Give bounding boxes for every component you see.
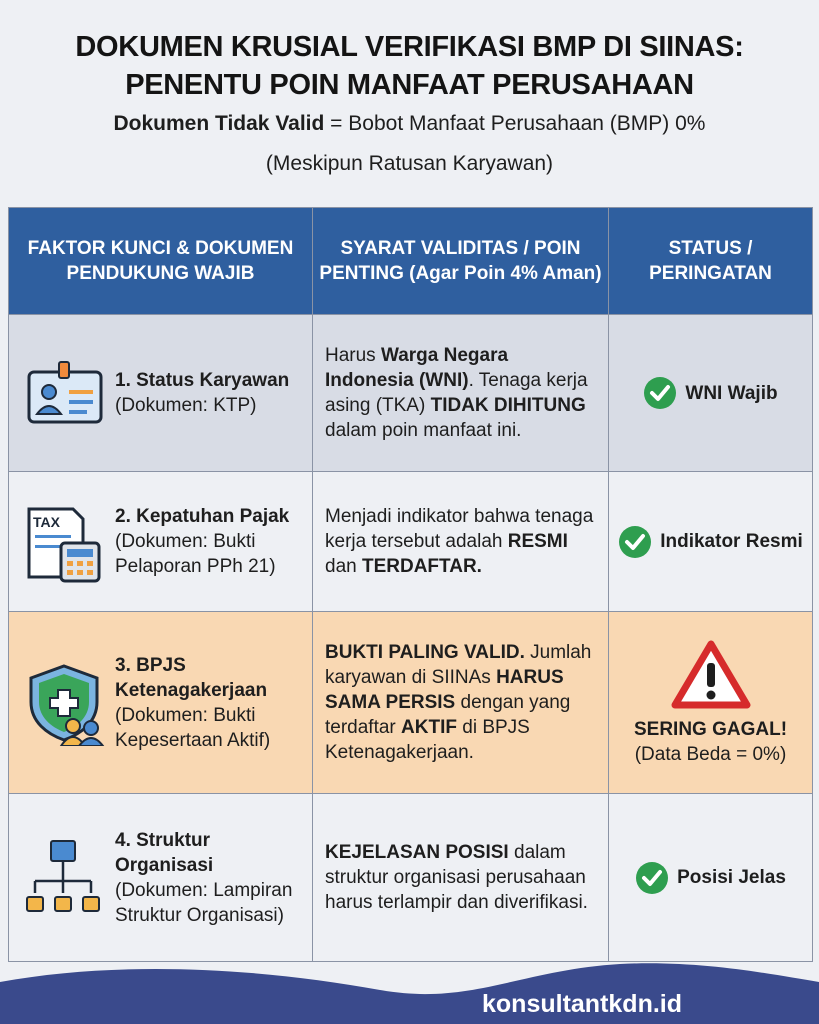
requirement-segment: HARUS SAMA PERSIS bbox=[325, 667, 564, 713]
factor-document: (Dokumen: Bukti Pelaporan PPh 21) bbox=[115, 531, 276, 577]
title-line-2: PENENTU POIN MANFAAT PERUSAHAAN bbox=[125, 69, 694, 101]
requirement-segment: KEJELASAN POSISI bbox=[325, 842, 509, 863]
requirement-segment: TERDAFTAR. bbox=[361, 556, 482, 577]
tax-calculator-icon: TAX bbox=[27, 507, 101, 582]
status-cell: WNI Wajib bbox=[608, 314, 813, 472]
status-label: Posisi Jelas bbox=[677, 867, 786, 888]
status-cell: SERING GAGAL! (Data Beda = 0%) bbox=[608, 611, 813, 794]
requirement-cell: Menjadi indikator bahwa tenaga kerja ter… bbox=[312, 471, 609, 612]
header-requirement: SYARAT VALIDITAS / POIN PENTING (Agar Po… bbox=[312, 207, 609, 315]
requirement-segment: AKTIF bbox=[401, 717, 457, 738]
status-cell: Posisi Jelas bbox=[608, 793, 813, 962]
requirement-cell: BUKTI PALING VALID. Jumlah karyawan di S… bbox=[312, 611, 609, 794]
requirement-segment: dan bbox=[325, 556, 362, 577]
requirement-segment: dalam poin manfaat ini. bbox=[325, 420, 522, 441]
requirement-segment: . Tenaga kerja asing (TKA) bbox=[325, 370, 588, 416]
header-factor: FAKTOR KUNCI & DOKUMEN PENDUKUNG WAJIB bbox=[8, 207, 313, 315]
requirement-cell: KEJELASAN POSISI dalam struktur organisa… bbox=[312, 793, 609, 962]
status-label: Indikator Resmi bbox=[660, 531, 803, 552]
factor-name: 3. BPJS Ketenagakerjaan bbox=[115, 654, 268, 701]
svg-text:TAX: TAX bbox=[33, 514, 61, 530]
document-table: FAKTOR KUNCI & DOKUMEN PENDUKUNG WAJIB S… bbox=[8, 207, 813, 962]
factor-document: (Dokumen: Lampiran Struktur Organisasi) bbox=[115, 879, 293, 926]
requirement-segment: dengan yang terdaftar bbox=[325, 692, 571, 738]
status-label: WNI Wajib bbox=[685, 382, 778, 404]
factor-cell: 4. Struktur Organisasi (Dokumen: Lampiran… bbox=[8, 793, 313, 962]
requirement-segment: Warga Negara Indonesia (WNI) bbox=[325, 345, 509, 391]
requirement-segment: TIDAK DIHITUNG bbox=[430, 395, 586, 416]
subtitle: Dokumen Tidak Valid = Bobot Manfaat Peru… bbox=[0, 112, 819, 136]
requirement-segment: RESMI bbox=[507, 531, 568, 552]
factor-cell: 1. Status Karyawan (Dokumen: KTP) bbox=[8, 314, 313, 472]
page-title: DOKUMEN KRUSIAL VERIFIKASI BMP DI SIINAS… bbox=[0, 28, 819, 104]
title-line-1: DOKUMEN KRUSIAL VERIFIKASI BMP DI SIINAS… bbox=[75, 31, 744, 63]
requirement-segment: BUKTI PALING VALID. bbox=[325, 642, 525, 663]
id-card-icon bbox=[27, 361, 103, 424]
factor-name: 4. Struktur Organisasi bbox=[115, 829, 214, 876]
factor-name: 1. Status Karyawan bbox=[115, 370, 290, 391]
header-status: STATUS / PERINGATAN bbox=[608, 207, 813, 315]
factor-document: (Dokumen: Bukti Kepesertaan Aktif) bbox=[115, 704, 271, 751]
factor-cell: TAX 2. Kepatuhan Pajak (Dokumen: Bukti Pel… bbox=[8, 471, 313, 612]
subtitle-note: (Meskipun Ratusan Karyawan) bbox=[265, 152, 554, 175]
org-chart-icon bbox=[26, 839, 100, 912]
factor-name: 2. Kepatuhan Pajak bbox=[115, 506, 290, 527]
status-cell: Indikator Resmi bbox=[608, 471, 813, 612]
check-icon bbox=[619, 525, 652, 558]
warning-icon bbox=[671, 640, 750, 708]
requirement-segment: dalam struktur organisasi perusahaan har… bbox=[325, 842, 588, 913]
factor-document: (Dokumen: KTP) bbox=[115, 395, 257, 416]
check-icon bbox=[644, 377, 677, 409]
requirement-segment: Jumlah karyawan di SIINAs bbox=[325, 642, 592, 688]
factor-cell: 3. BPJS Ketenagakerjaan (Dokumen: Bukti K… bbox=[8, 611, 313, 794]
status-note: (Data Beda = 0%) bbox=[634, 743, 787, 765]
requirement-segment: di BPJS Ketenagakerjaan. bbox=[325, 717, 530, 763]
table-row: 4. Struktur Organisasi (Dokumen: Lampiran… bbox=[8, 793, 813, 962]
footer-website: konsultantkdn.id bbox=[482, 990, 682, 1018]
subtitle-rest: = Bobot Manfaat Perusahaan (BMP) 0% bbox=[324, 112, 706, 135]
requirement-segment: Harus bbox=[325, 345, 381, 366]
table-row: 3. BPJS Ketenagakerjaan (Dokumen: Bukti K… bbox=[8, 611, 813, 794]
requirement-segment: Menjadi indikator bahwa tenaga kerja ter… bbox=[325, 506, 594, 552]
shield-health-icon bbox=[29, 663, 105, 746]
requirement-cell: Harus Warga Negara Indonesia (WNI). Tena… bbox=[312, 314, 609, 472]
status-label: SERING GAGAL! bbox=[633, 718, 788, 740]
footer-wave bbox=[0, 963, 819, 1024]
table-row: 1. Status Karyawan (Dokumen: KTP) Harus W… bbox=[8, 314, 813, 472]
subtitle-bold: Dokumen Tidak Valid bbox=[113, 112, 325, 135]
check-icon bbox=[636, 861, 669, 894]
table-row: TAX 2. Kepatuhan Pajak (Dokumen: Bukti Pel… bbox=[8, 471, 813, 612]
